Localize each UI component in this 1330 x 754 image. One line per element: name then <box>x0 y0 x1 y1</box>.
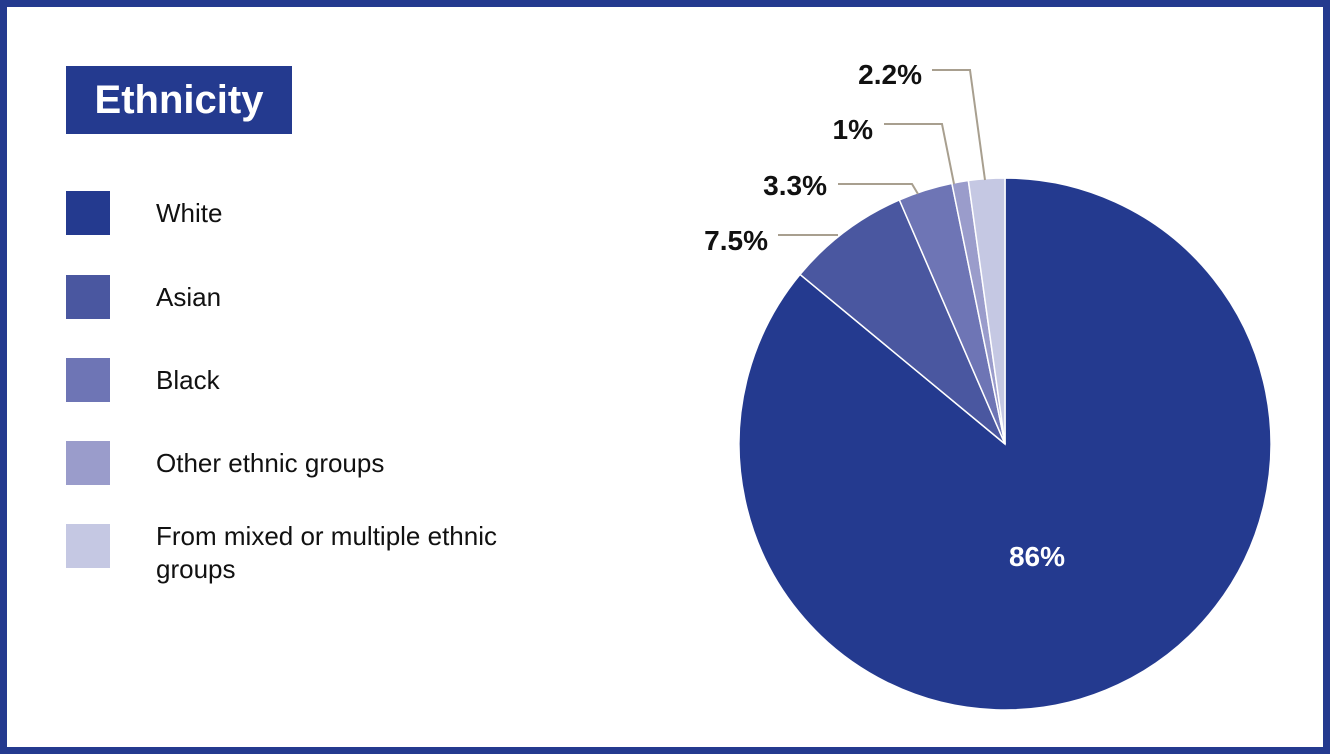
legend-swatch-white <box>66 191 110 235</box>
data-label-black: 3.3% <box>763 170 827 201</box>
leader-line-black <box>838 183 919 195</box>
leader-line-other <box>884 123 955 185</box>
legend-label-other: Other ethnic groups <box>156 448 385 478</box>
legend-swatch-black <box>66 358 110 402</box>
legend-label-white: White <box>156 198 223 228</box>
leader-lines <box>778 69 986 236</box>
legend-label-asian: Asian <box>156 282 222 312</box>
pie-slices <box>738 177 1272 711</box>
pie-slice-mixed <box>967 177 1006 445</box>
legend-swatch-asian <box>66 275 110 319</box>
legend-label-black: Black <box>156 365 220 395</box>
chart-title: Ethnicity <box>66 66 292 134</box>
leader-line-mixed <box>932 69 986 181</box>
pie-slice-asian <box>798 198 1006 445</box>
data-label-mixed: 2.2% <box>858 59 922 90</box>
data-label-asian: 7.5% <box>704 225 768 256</box>
legend-swatch-mixed <box>66 524 110 568</box>
data-label-other: 1% <box>833 114 874 145</box>
data-label-white: 86% <box>1009 541 1065 572</box>
legend-swatch-other <box>66 441 110 485</box>
legend-label-mixed: From mixed or multiple ethnic groups <box>156 521 497 584</box>
